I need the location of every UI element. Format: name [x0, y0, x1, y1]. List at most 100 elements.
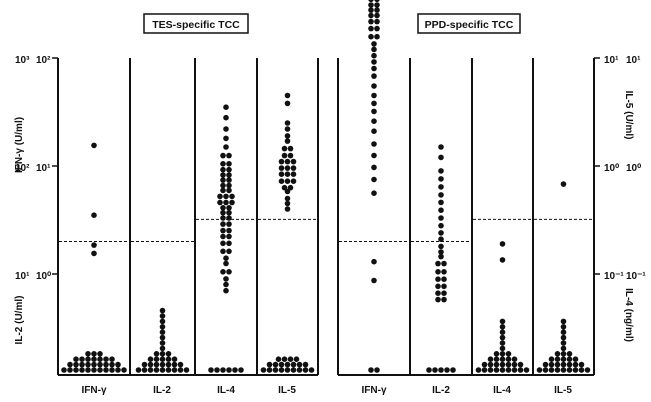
tes-il4-dot — [226, 161, 232, 167]
ppd-il4-dot-below-detection — [499, 329, 506, 336]
ppd-il2-dot-below-detection — [438, 367, 444, 373]
tes-ifn-dot-below-detection — [73, 356, 79, 363]
ppd-il4-dot-below-detection — [511, 361, 518, 368]
ppd-ifn-dot — [371, 65, 377, 72]
tes-il5-dot — [278, 171, 285, 177]
ppd-il2-dot — [435, 269, 441, 275]
ppd-ifn-dot — [368, 12, 374, 19]
tes-il5-dot-below-detection — [296, 361, 303, 368]
tes-il4-dot-below-detection — [214, 367, 220, 373]
ppd-il2-dot — [435, 283, 441, 290]
tes-il5-dot — [278, 165, 285, 171]
tes-il2-dot-below-detection — [147, 356, 154, 363]
ppd-il4-dot-below-detection — [499, 351, 506, 357]
tes-il4-dot — [226, 209, 232, 216]
tes-il4-dot — [223, 260, 229, 267]
tes-il4-dot — [220, 166, 226, 173]
ppd-il5-dot-below-detection — [560, 334, 567, 341]
tes-il5-dot — [290, 178, 297, 184]
ppd-il5-dot-below-detection — [554, 356, 561, 363]
tes-il5-dot — [287, 145, 294, 152]
ppd-ifn-dot — [371, 73, 377, 79]
ppd-il2-dot — [435, 290, 441, 297]
tes-il2-dot-below-detection — [159, 361, 166, 368]
tes-il5-dot-below-detection — [290, 361, 297, 368]
tes-ifn-dot-below-detection — [115, 367, 121, 373]
left-bottom-axis-label: IL-2 (U/ml) — [14, 296, 25, 345]
ppd-il4-dot-below-detection — [499, 361, 506, 368]
ppd-il2-dot — [438, 230, 444, 236]
tes-il5-dot — [284, 165, 291, 171]
ppd-il5-dot-below-detection — [572, 367, 579, 373]
ppd-ifn-dot — [368, 0, 374, 3]
tes-ifn-dot — [91, 242, 97, 248]
ppd-il2-dot-below-detection — [450, 367, 456, 373]
ppd-il5-dot-below-detection — [578, 361, 585, 368]
ppd-il5-dot-below-detection — [554, 367, 561, 373]
ppd-il5-dot-below-detection — [536, 367, 543, 373]
tes-il4-dot — [223, 193, 229, 200]
ppd-il2-dot — [435, 276, 441, 283]
tes-il4-dot-below-detection — [220, 367, 226, 373]
ppd-il2-dot — [435, 296, 441, 303]
tes-il4-dot — [223, 135, 229, 142]
tes-il5-dot-below-detection — [308, 367, 315, 373]
tes-il2-dot-below-detection — [165, 356, 172, 363]
ppd-ifn-dot — [374, 7, 380, 13]
ppd-il5-dot — [560, 181, 567, 187]
tes-il4-dot — [220, 209, 226, 216]
ppd-il4-dot-below-detection — [499, 340, 506, 346]
tes-ifn-dot — [91, 142, 97, 149]
ppd-il2-dot-below-detection — [444, 367, 450, 373]
tes-il4-dot — [220, 269, 226, 275]
x-label-tes-il2: IL-2 — [153, 385, 171, 396]
tes-il5-dot — [278, 158, 285, 165]
tes-il5-dot-below-detection — [266, 367, 273, 373]
ppd-ifn-dot — [371, 92, 377, 99]
ppd-il2-dot — [438, 144, 444, 150]
tes-il2-dot-below-detection — [141, 367, 148, 373]
tes-il5-dot — [281, 184, 288, 191]
tes-ifn-dot-below-detection — [85, 351, 91, 357]
left-inner-tick-0: 10² — [36, 55, 51, 66]
tes-il4-dot — [217, 193, 223, 200]
x-label-tes-il5: IL-5 — [278, 385, 296, 396]
tes-il4-dot — [220, 205, 226, 211]
tes-ifn-dot-below-detection — [109, 367, 115, 373]
ppd-ifn-dot-below-detection — [368, 367, 374, 373]
tes-il4-dot-below-detection — [226, 367, 232, 373]
tes-ifn-dot-below-detection — [91, 356, 97, 363]
tes-il4-dot — [223, 255, 229, 261]
ppd-il2-dot — [438, 253, 444, 260]
ppd-il5-dot-below-detection — [566, 351, 573, 357]
tes-il5-dot — [284, 100, 291, 107]
right-inner-tick-1: 10⁰ — [604, 163, 619, 174]
tes-il2-dot-below-detection — [159, 351, 166, 357]
ppd-il5-dot-below-detection — [548, 367, 555, 373]
tes-il2-dot-below-detection — [183, 367, 190, 373]
ppd-il2-dot — [438, 243, 444, 250]
tes-ifn-dot — [91, 212, 97, 218]
x-label-tes-il4: IL-4 — [217, 385, 235, 396]
right-outer-tick-0: 10¹ — [626, 55, 641, 66]
ppd-il2-dot — [438, 176, 444, 182]
tes-il5-dot — [278, 178, 285, 184]
tes-il2-dot-below-detection — [153, 361, 160, 368]
tes-il4-dot-below-detection — [232, 367, 238, 373]
tes-ifn-dot-below-detection — [109, 361, 115, 368]
ppd-il4-dot-below-detection — [499, 345, 506, 352]
ppd-il2-dot — [438, 192, 444, 198]
ppd-ifn-dot — [371, 46, 377, 53]
ppd-il4-dot-below-detection — [499, 334, 506, 341]
tes-il5-dot — [284, 92, 291, 99]
tes-il2-dot-below-detection — [153, 367, 160, 373]
panel-1-title: TES-specific TCC — [152, 19, 240, 31]
ppd-il2-dot — [438, 236, 444, 242]
tes-il2-dot-below-detection — [177, 361, 184, 368]
ppd-il4-dot-below-detection — [499, 356, 506, 363]
ppd-il5-dot-below-detection — [554, 351, 561, 357]
tes-il5-dot — [284, 120, 291, 126]
tes-il4-dot — [220, 248, 226, 255]
left-top-axis-label: IFN-γ (U/ml) — [14, 117, 25, 173]
ppd-il5-dot-below-detection — [560, 324, 567, 330]
